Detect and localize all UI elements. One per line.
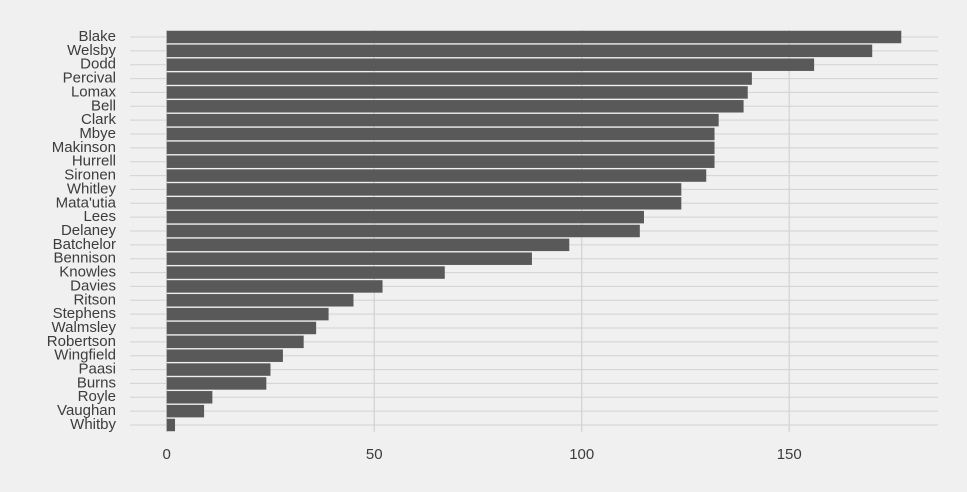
y-tick-label: Walmsley	[52, 319, 117, 336]
x-tick-label: 0	[163, 446, 171, 463]
y-tick-label: Welsby	[67, 42, 116, 59]
y-tick-label: Wingfield	[54, 347, 116, 364]
bar	[166, 113, 719, 127]
bar	[166, 294, 354, 307]
bar	[166, 321, 317, 335]
y-tick-label: Hurrell	[72, 153, 116, 170]
y-tick-label: Whitby	[70, 416, 116, 433]
y-tick-label: Stephens	[53, 305, 116, 322]
bar	[166, 363, 271, 376]
y-tick-label: Mata'utia	[56, 194, 117, 211]
bar	[166, 377, 267, 390]
y-tick-label: Knowles	[59, 264, 116, 281]
y-tick-label: Bell	[91, 97, 116, 114]
bar	[166, 197, 682, 210]
bar	[166, 335, 304, 349]
y-tick-label: Makinson	[52, 139, 116, 156]
bar	[166, 58, 815, 71]
bar	[166, 141, 715, 155]
bar	[166, 86, 748, 99]
y-tick-label: Royle	[78, 388, 116, 405]
y-tick-label: Batchelor	[53, 236, 116, 253]
y-tick-label: Percival	[63, 70, 116, 87]
bar	[166, 252, 532, 265]
y-tick-label: Lees	[83, 208, 116, 225]
y-tick-label: Sironen	[64, 167, 116, 184]
bar	[166, 155, 715, 168]
bar	[166, 183, 682, 196]
x-tick-label: 50	[366, 446, 383, 463]
y-tick-label: Delaney	[61, 222, 117, 239]
y-tick-label: Clark	[81, 111, 117, 128]
bar	[166, 169, 707, 182]
y-tick-label: Burns	[77, 374, 116, 391]
y-tick-label: Blake	[78, 28, 116, 45]
y-tick-label: Whitley	[67, 180, 117, 197]
y-tick-label: Bennison	[53, 250, 116, 267]
bar	[166, 391, 213, 404]
bar	[166, 404, 205, 418]
bar	[166, 349, 283, 362]
y-tick-label: Robertson	[47, 333, 116, 350]
bar	[166, 418, 176, 432]
y-tick-label: Dodd	[80, 56, 116, 73]
bar	[166, 238, 570, 252]
y-tick-label: Mbye	[79, 125, 116, 142]
y-tick-label: Ritson	[73, 291, 116, 308]
bar	[166, 224, 640, 238]
y-tick-label: Vaughan	[57, 402, 116, 419]
bar	[166, 210, 644, 224]
bar	[166, 280, 383, 293]
bar	[166, 266, 445, 279]
x-tick-label: 150	[777, 446, 802, 463]
bar	[166, 30, 902, 44]
x-tick-label: 100	[569, 446, 594, 463]
bar	[166, 100, 744, 113]
y-tick-label: Paasi	[78, 361, 116, 378]
y-tick-label: Davies	[70, 277, 116, 294]
bar	[166, 72, 752, 85]
y-tick-label: Lomax	[71, 83, 117, 100]
bar	[166, 127, 715, 141]
bar	[166, 307, 329, 321]
bar	[166, 44, 873, 58]
